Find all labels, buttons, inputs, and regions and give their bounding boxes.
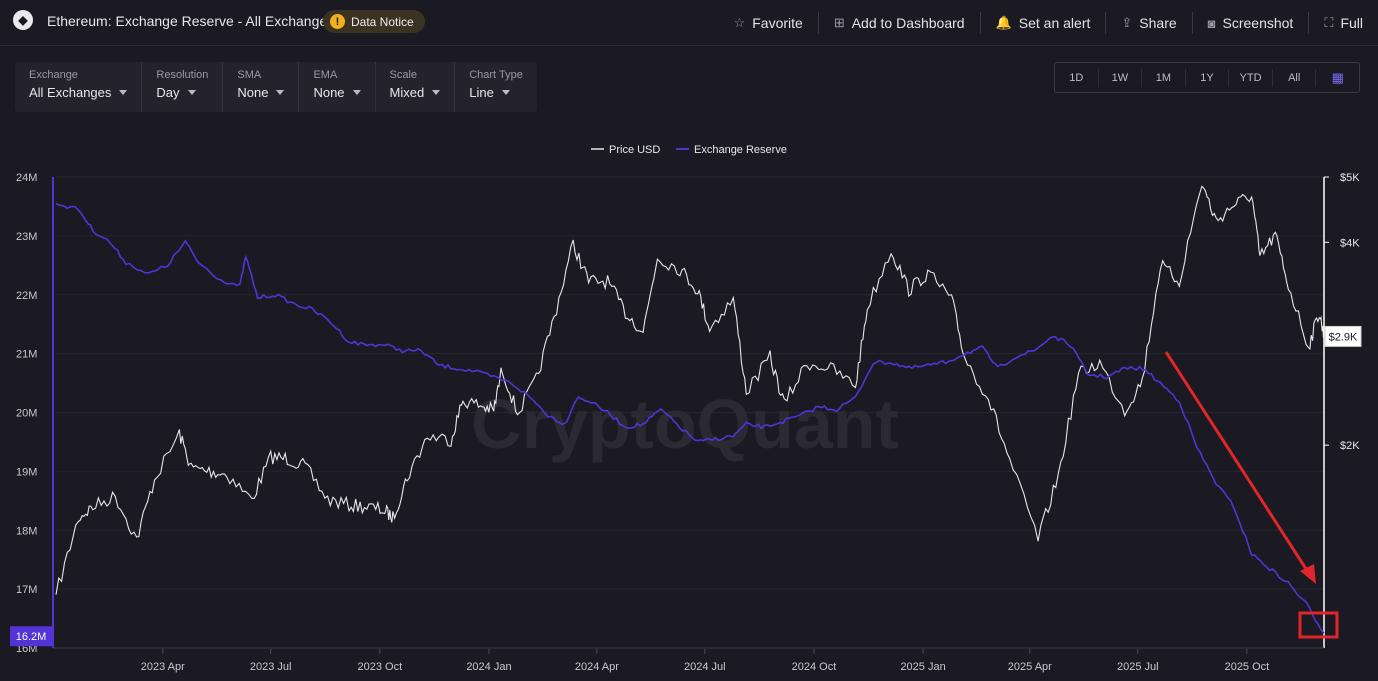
header-bar: ◆ Ethereum: Exchange Reserve - All Excha…	[0, 0, 1378, 46]
control-label: Resolution	[156, 69, 209, 81]
full-button[interactable]: ⛶ Full	[1308, 12, 1378, 34]
share-button[interactable]: ⇪ Share	[1105, 12, 1191, 34]
left-axis-tick-label: 24M	[16, 172, 37, 184]
left-axis-tick-label: 22M	[16, 290, 37, 302]
chevron-down-icon	[432, 90, 441, 95]
warning-icon: !	[330, 14, 345, 29]
bell-icon: 🔔	[995, 15, 1012, 30]
screenshot-button[interactable]: ◙ Screenshot	[1191, 12, 1309, 34]
x-axis-tick-label: 2025 Oct	[1225, 661, 1270, 673]
action-label: Screenshot	[1222, 15, 1294, 31]
x-axis-tick-label: 2023 Apr	[141, 661, 185, 673]
x-axis-tick-label: 2023 Jul	[250, 661, 292, 673]
left-axis-tick-label: 23M	[16, 231, 37, 243]
time-range-selector: 1D 1W 1M 1Y YTD All ▦	[1054, 62, 1360, 93]
chart-controls: Exchange All Exchanges Resolution Day SMA Non…	[15, 62, 537, 112]
control-label: SMA	[237, 69, 262, 81]
action-label: Full	[1340, 15, 1363, 31]
chevron-down-icon	[352, 90, 361, 95]
ethereum-logo-icon: ◆	[13, 10, 33, 30]
sma-select[interactable]: SMA None	[222, 62, 298, 112]
annotation-arrow-line	[1164, 351, 1310, 573]
page-title: Ethereum: Exchange Reserve - All Exchang…	[47, 13, 335, 29]
x-axis-tick-label: 2023 Oct	[358, 661, 403, 673]
x-axis-tick-label: 2024 Apr	[575, 661, 619, 673]
control-label: Chart Type	[469, 69, 523, 81]
range-1m[interactable]: 1M	[1141, 68, 1185, 87]
dashboard-icon: ⊞	[833, 15, 845, 30]
camera-icon: ◙	[1207, 15, 1216, 31]
ema-select[interactable]: EMA None	[298, 62, 374, 112]
calendar-icon[interactable]: ▦	[1315, 68, 1359, 87]
x-axis-tick-label: 2024 Jan	[466, 661, 511, 673]
favorite-button[interactable]: ☆ Favorite	[719, 12, 818, 34]
range-1w[interactable]: 1W	[1097, 68, 1142, 87]
annotation-highlight-box	[1298, 611, 1339, 639]
left-axis-tick-label: 20M	[16, 408, 37, 420]
left-axis-tick-label: 17M	[16, 584, 37, 596]
left-axis-tick-label: 18M	[16, 525, 37, 537]
left-axis-tick-label: 19M	[16, 466, 37, 478]
right-current-value-badge	[1324, 325, 1362, 347]
control-value: Line	[469, 85, 523, 100]
control-label: Scale	[389, 69, 418, 81]
fullscreen-icon: ⛶	[1324, 15, 1334, 30]
x-axis-tick-label: 2025 Apr	[1008, 661, 1052, 673]
left-current-value: 16.2M	[16, 631, 47, 643]
range-ytd[interactable]: YTD	[1228, 68, 1272, 87]
control-value: Mixed	[390, 85, 441, 100]
annotation-arrow-head	[1300, 564, 1316, 584]
x-axis-tick-label: 2025 Jan	[900, 661, 945, 673]
action-label: Add to Dashboard	[851, 15, 965, 31]
range-1d[interactable]: 1D	[1069, 71, 1084, 84]
price-usd-line	[55, 185, 1325, 595]
x-axis-tick-label: 2024 Oct	[792, 661, 837, 673]
left-axis-tick-label: 21M	[16, 349, 37, 361]
watermark: CryptoQuant	[471, 385, 899, 463]
action-label: Favorite	[752, 15, 803, 31]
left-current-value-badge	[10, 626, 52, 647]
header-actions: ☆ Favorite ⊞ Add to Dashboard 🔔 Set an alert ⇪…	[719, 0, 1378, 46]
chevron-down-icon	[501, 90, 510, 95]
share-icon: ⇪	[1121, 15, 1133, 30]
right-axis-tick-label: $5K	[1340, 172, 1360, 184]
star-icon: ☆	[733, 15, 746, 30]
set-an-alert-button[interactable]: 🔔 Set an alert	[979, 12, 1106, 34]
control-value: All Exchanges	[29, 85, 128, 100]
control-label: EMA	[313, 69, 338, 81]
action-label: Set an alert	[1018, 15, 1091, 31]
right-current-value: $2.9K	[1329, 331, 1358, 343]
resolution-select[interactable]: Resolution Day	[141, 62, 222, 112]
data-notice-label: Data Notice	[351, 14, 414, 29]
range-all[interactable]: All	[1271, 68, 1316, 87]
chevron-down-icon	[276, 90, 285, 95]
legend-reserve-label[interactable]: Exchange Reserve	[694, 144, 787, 156]
control-value: None	[237, 85, 285, 100]
exchange-select[interactable]: Exchange All Exchanges	[15, 62, 141, 112]
exchange-reserve-line	[55, 202, 1325, 634]
legend-price-label[interactable]: Price USD	[609, 144, 660, 156]
control-label: Exchange	[29, 69, 78, 81]
chevron-down-icon	[119, 90, 128, 95]
chart-type-select[interactable]: Chart Type Line	[454, 62, 537, 112]
x-axis-tick-label: 2025 Jul	[1117, 661, 1159, 673]
chevron-down-icon	[187, 90, 196, 95]
action-label: Share	[1139, 15, 1177, 31]
right-axis-tick-label: $4K	[1340, 237, 1360, 249]
range-1y[interactable]: 1Y	[1184, 68, 1229, 87]
data-notice-badge[interactable]: ! Data Notice	[323, 10, 425, 33]
right-axis-tick-label: $2K	[1340, 440, 1360, 452]
control-value: None	[313, 85, 361, 100]
x-axis-tick-label: 2024 Jul	[684, 661, 726, 673]
control-value: Day	[156, 85, 208, 100]
add-to-dashboard-button[interactable]: ⊞ Add to Dashboard	[817, 12, 980, 34]
scale-select[interactable]: Scale Mixed	[374, 62, 455, 112]
